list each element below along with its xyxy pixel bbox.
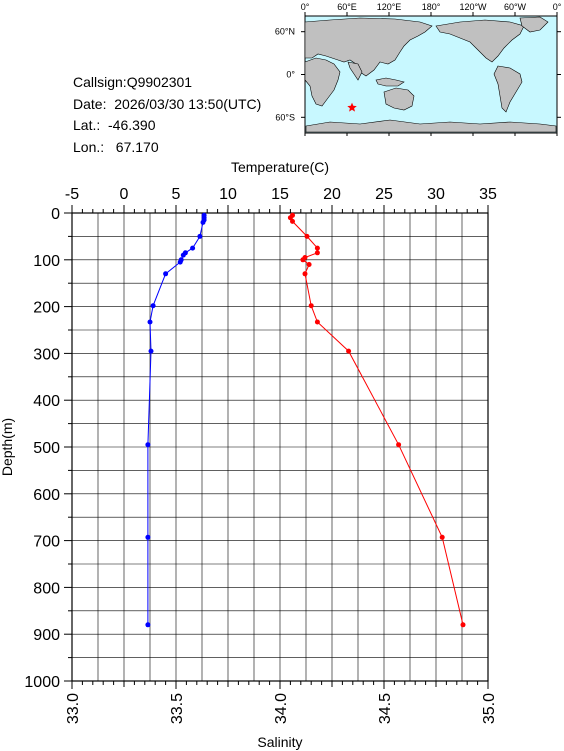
- temperature-data-point: [163, 271, 169, 277]
- map-frame-ticks: [301, 12, 561, 136]
- india-landmass: [347, 61, 363, 81]
- temperature-axis-title: Temperature(C): [231, 159, 329, 175]
- depth-tick-label: 800: [33, 580, 60, 597]
- callsign-label: Callsign:Q9902301: [73, 74, 193, 90]
- depth-tick-label: 600: [33, 487, 60, 504]
- temperature-series-line: [147, 215, 205, 625]
- temperature-data-point: [190, 245, 196, 251]
- chart-series: [145, 212, 466, 628]
- temperature-tick-label: 25: [375, 186, 393, 203]
- greenland-landmass: [519, 16, 549, 33]
- world-map: 0° 60°E 120°E 180° 120°W 60°W 0° 60°N 0° 60°S: [275, 2, 562, 136]
- temperature-tick-label: 15: [271, 186, 289, 203]
- temperature-data-point: [148, 348, 154, 354]
- salinity-data-point: [314, 250, 320, 256]
- salinity-data-point: [300, 257, 306, 263]
- depth-tick-label: 400: [33, 393, 60, 410]
- depth-tick-label: 1000: [24, 674, 60, 691]
- temperature-tick-label: -5: [65, 186, 79, 203]
- depth-axis-ticks: 0 100 200 300 400 500 600 700 800 900 1000: [24, 206, 72, 691]
- temperature-data-point: [180, 252, 186, 258]
- salinity-data-point: [290, 212, 295, 218]
- map-lat-label: 0°: [286, 70, 295, 80]
- map-latitude-labels: 60°N 0° 60°S: [275, 27, 296, 123]
- depth-axis-title: Depth(m): [0, 418, 15, 476]
- temperature-axis-ticks: -5 0 5 10 15 20 25 30 35: [65, 186, 497, 213]
- salinity-data-point: [306, 262, 312, 267]
- depth-tick-label: 100: [33, 253, 60, 270]
- temperature-tick-label: 20: [323, 186, 341, 203]
- salinity-tick-label: 34.5: [377, 693, 394, 724]
- map-longitude-labels: 0° 60°E 120°E 180° 120°W 60°W 0°: [301, 2, 562, 12]
- depth-tick-label: 700: [33, 534, 60, 551]
- temperature-data-point: [145, 534, 151, 540]
- salinity-tick-label: 35.0: [481, 693, 498, 724]
- salinity-data-point: [396, 442, 402, 448]
- temperature-data-point: [201, 215, 207, 221]
- map-lon-label: 0°: [301, 2, 310, 12]
- plot-frame: [71, 212, 489, 682]
- map-landmasses: [304, 16, 557, 133]
- south-america-landmass: [493, 65, 523, 113]
- salinity-data-point: [308, 303, 314, 309]
- salinity-series-line: [289, 214, 464, 625]
- salinity-tick-label: 33.5: [169, 693, 186, 724]
- temperature-data-point: [182, 250, 188, 256]
- latitude-label: Lat.: -46.390: [73, 117, 156, 133]
- depth-tick-label: 300: [33, 346, 60, 363]
- map-lon-label: 60°W: [504, 2, 527, 12]
- salinity-data-point: [290, 218, 295, 224]
- salinity-data-point: [460, 622, 466, 628]
- map-lat-label: 60°S: [275, 112, 295, 122]
- temperature-tick-label: 5: [172, 186, 181, 203]
- temperature-data-point: [145, 442, 151, 448]
- eurasia-landmass: [304, 17, 433, 77]
- temperature-data-point: [145, 622, 151, 628]
- salinity-data-point: [346, 348, 352, 354]
- station-info: Callsign:Q9902301 Date: 2026/03/30 13:50…: [73, 72, 261, 158]
- map-lat-label: 60°N: [275, 27, 295, 37]
- temperature-tick-label: 30: [427, 186, 445, 203]
- temperature-data-point: [200, 219, 206, 225]
- temperature-data-point: [201, 217, 207, 223]
- temperature-data-point: [150, 303, 156, 309]
- longitude-label: Lon.: 67.170: [73, 138, 159, 155]
- temperature-data-point: [178, 257, 184, 263]
- map-lon-label: 180°: [422, 2, 441, 12]
- temperature-tick-label: 10: [219, 186, 237, 203]
- map-lon-label: 120°E: [377, 2, 402, 12]
- salinity-tick-label: 34.0: [273, 693, 290, 724]
- station-marker-star: [347, 102, 357, 112]
- australia-landmass: [383, 87, 415, 111]
- depth-tick-label: 200: [33, 300, 60, 317]
- antarctica-landmass: [305, 119, 557, 133]
- chart-grid: [72, 213, 488, 681]
- temperature-tick-label: 0: [120, 186, 129, 203]
- salinity-data-point: [302, 255, 308, 260]
- date-label: Date: 2026/03/30 13:50(UTC): [73, 95, 262, 112]
- temperature-data-point: [201, 212, 207, 218]
- salinity-data-point: [302, 271, 308, 277]
- temperature-data-point: [177, 259, 183, 265]
- salinity-axis-ticks: 33.0 33.5 34.0 34.5 35.0: [65, 681, 498, 724]
- salinity-data-point: [287, 215, 293, 221]
- north-america-landmass: [435, 19, 525, 63]
- temperature-data-point: [147, 319, 153, 325]
- depth-tick-label: 500: [33, 440, 60, 457]
- map-lon-label: 120°W: [459, 2, 487, 12]
- depth-tick-label: 900: [33, 627, 60, 644]
- temperature-tick-label: 35: [479, 186, 497, 203]
- salinity-data-point: [304, 233, 310, 239]
- salinity-data-point: [439, 534, 445, 540]
- map-lon-label: 60°E: [337, 2, 357, 12]
- salinity-axis-title: Salinity: [257, 734, 302, 750]
- temperature-data-point: [197, 233, 203, 239]
- africa-landmass: [304, 57, 341, 107]
- map-lon-label: 0°: [553, 2, 562, 12]
- salinity-data-point: [314, 319, 320, 325]
- salinity-data-point: [314, 245, 320, 251]
- indonesia-landmass: [375, 77, 405, 87]
- salinity-tick-label: 33.0: [65, 693, 82, 724]
- depth-tick-label: 0: [51, 206, 60, 223]
